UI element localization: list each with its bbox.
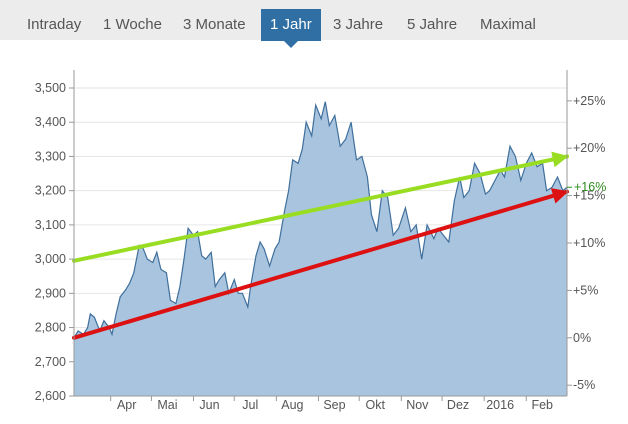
x-tick-label: Feb [531,398,553,412]
x-tick-label: Dez [447,398,469,412]
x-tick-label: Jun [199,398,219,412]
x-tick-label: 2016 [486,398,514,412]
y2-tick-label: 0% [573,331,591,345]
current-pct-label: +16% [574,180,606,194]
y2-tick-label: +10% [573,236,605,250]
trend-lines [72,151,569,340]
tab-1-jahr[interactable]: 1 Jahr [261,9,321,48]
x-tick-label: Aug [281,398,303,412]
x-tick-label: Mai [157,398,177,412]
y2-tick-label: +25% [573,94,605,108]
axes [73,70,568,397]
tab-5-jahre[interactable]: 5 Jahre [407,16,458,33]
y-tick-label: 2,900 [35,286,66,300]
x-tick-label: Nov [406,398,429,412]
x-tick-label: Apr [117,398,136,412]
tab-3-jahre[interactable]: 3 Jahre [333,16,384,33]
x-tick-label: Okt [365,398,385,412]
y-tick-label: 3,400 [35,115,66,129]
y-tick-label: 3,000 [35,252,66,266]
y2-tick-label: +5% [573,283,598,297]
y-tick-label: 2,600 [35,389,66,403]
y-tick-label: 2,800 [35,321,66,335]
tab-maximal[interactable]: Maximal [480,16,536,33]
y-axis-ticks: 3,500 3,400 3,300 3,200 3,100 3,000 2,900 2,800… [35,81,74,403]
price-chart[interactable]: 3,500 3,400 3,300 3,200 3,100 3,000 2,900 2,800… [0,42,628,424]
y-tick-label: 3,500 [35,81,66,95]
x-tick-label: Jul [242,398,258,412]
tab-intraday[interactable]: Intraday [27,16,82,33]
price-area [74,101,567,396]
tab-3-monate[interactable]: 3 Monate [183,16,246,33]
y2-tick-label: -5% [573,378,595,392]
y2-tick-label: +20% [573,141,605,155]
trend-line-lower [72,188,569,340]
y2-tick-label: +15% [573,189,605,203]
y-tick-label: 3,100 [35,218,66,232]
y-tick-label: 3,300 [35,149,66,163]
tab-1-woche[interactable]: 1 Woche [103,16,162,33]
trend-line-upper [72,151,569,263]
x-tick-label: Sep [323,398,345,412]
y-tick-label: 2,700 [35,355,66,369]
x-axis-ticks: Apr Mai Jun Jul Aug Sep Okt Nov Dez 2016 Feb [110,396,553,412]
y2-axis-ticks: +25% +20% +15% +10% +5% 0% -5% +16% [567,94,606,392]
y-tick-label: 3,200 [35,184,66,198]
timeframe-tabbar: Intraday 1 Woche 3 Monate 1 Jahr 3 Jahre… [0,0,628,48]
